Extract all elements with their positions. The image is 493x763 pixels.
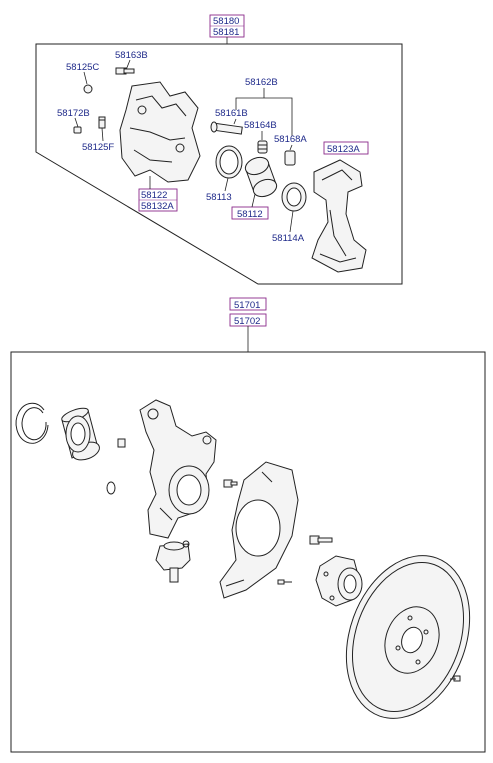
snap-ring-icon	[15, 402, 49, 444]
knuckle-assembly-frame	[10, 351, 486, 753]
wheel-hub-icon	[315, 555, 363, 607]
o-ring-icon	[106, 481, 116, 495]
part-label-group-58122[interactable]: 58122 58132A	[138, 188, 178, 212]
part-label-box-58123a[interactable]	[323, 141, 369, 155]
part-label-58113[interactable]: 58113	[206, 192, 232, 203]
disc-screw-icon	[450, 675, 461, 682]
bleeder-screw-icon	[98, 116, 106, 129]
part-label-58123a: 58123A	[327, 144, 360, 155]
caliper-assembly-code-2: 58181	[213, 27, 239, 38]
wheel-bolt-icon	[309, 535, 333, 545]
part-label-58172b[interactable]: 58172B	[57, 108, 90, 119]
part-label-58122: 58122	[141, 190, 167, 201]
part-label-58125f[interactable]: 58125F	[82, 142, 114, 153]
bolt-icon	[223, 479, 238, 488]
bleeder-cap-icon	[83, 84, 93, 94]
brake-disc-icon	[345, 555, 471, 719]
dust-cover-icon	[219, 461, 299, 599]
guide-cap-icon	[73, 126, 82, 134]
wheel-bearing-icon	[61, 407, 100, 461]
nut-icon	[117, 438, 126, 448]
knuckle-assembly-group: 51701 51702	[10, 297, 486, 753]
guide-boot-icon	[257, 140, 268, 154]
caliper-body-icon	[119, 81, 201, 183]
caliper-assembly-frame	[35, 43, 403, 285]
knuckle-assembly-code-1: 51701	[234, 300, 260, 311]
caliper-assembly-code-box[interactable]: 58180 58181	[209, 14, 245, 38]
guide-pin-icon	[210, 121, 243, 135]
part-label-58162b[interactable]: 58162B	[245, 77, 278, 88]
part-label-box-58112[interactable]	[231, 206, 269, 220]
part-label-58114a[interactable]: 58114A	[272, 233, 305, 244]
ball-joint-icon	[155, 540, 191, 583]
part-label-58112: 58112	[237, 209, 263, 220]
part-label-58164b[interactable]: 58164B	[244, 120, 277, 131]
part-label-58132a: 58132A	[141, 201, 174, 212]
knuckle-assembly-code-2: 51702	[234, 316, 260, 327]
bushing-icon	[284, 150, 296, 166]
part-label-58161b[interactable]: 58161B	[215, 108, 248, 119]
seal-ring-icon	[215, 145, 243, 179]
piston-icon	[244, 156, 278, 198]
knuckle-assembly-code-box[interactable]: 51701 51702	[229, 297, 267, 327]
screw-icon	[277, 579, 292, 585]
bolt-icon	[115, 67, 135, 75]
caliper-assembly-code-1: 58180	[213, 16, 239, 27]
brake-pad-icon	[311, 159, 367, 273]
part-label-58163b[interactable]: 58163B	[115, 50, 148, 61]
dust-seal-icon	[281, 182, 307, 212]
part-label-58125c[interactable]: 58125C	[66, 62, 99, 73]
steering-knuckle-icon	[139, 399, 217, 539]
caliper-assembly-group: 58180 58181 58125C 58163B 58172B 58125F	[35, 14, 403, 285]
part-label-58168a[interactable]: 58168A	[274, 134, 307, 145]
